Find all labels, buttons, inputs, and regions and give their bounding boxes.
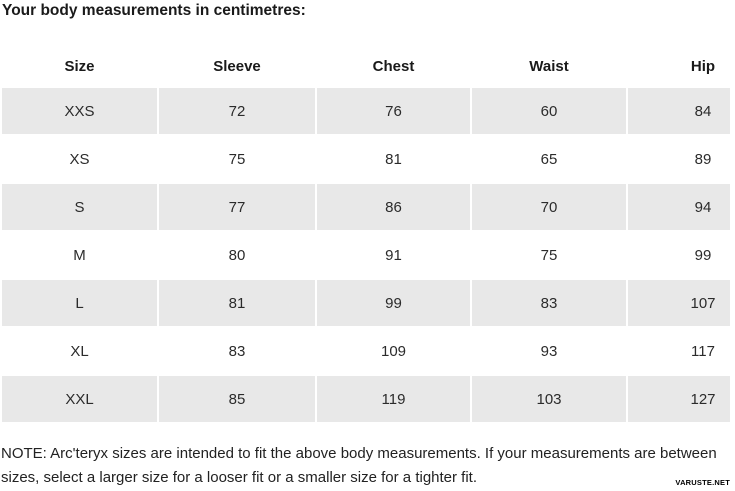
hip-cell: 117 — [691, 342, 715, 360]
size-cell: XXS — [2, 87, 157, 135]
table-row-xxl: XXL 85 119 103 127 — [2, 375, 730, 423]
waist-cell: 75 — [540, 246, 558, 264]
table-row-xxs: XXS 72 76 60 84 — [2, 87, 730, 135]
column-header-waist: Waist — [529, 57, 569, 75]
size-chart-table: Size Sleeve Chest Waist Hip XXS 72 76 60… — [2, 45, 730, 423]
waist-cell: 65 — [540, 150, 558, 168]
waist-cell: 93 — [540, 342, 558, 360]
sleeve-cell: 75 — [228, 150, 246, 168]
column-header-sleeve: Sleeve — [213, 57, 261, 75]
size-cell: XL — [70, 342, 89, 360]
chest-cell: 91 — [385, 246, 402, 264]
table-header-row: Size Sleeve Chest Waist Hip — [2, 45, 730, 87]
waist-cell: 83 — [472, 279, 626, 327]
chest-cell: 109 — [380, 342, 407, 360]
table-row-xs: XS 75 81 65 89 — [2, 135, 730, 183]
size-cell: XXL — [2, 375, 157, 423]
chest-cell: 86 — [317, 183, 470, 231]
column-header-size: Size — [64, 57, 95, 75]
size-cell: L — [2, 279, 157, 327]
hip-cell: 89 — [694, 150, 712, 168]
sleeve-cell: 72 — [159, 87, 315, 135]
page-title: Your body measurements in centimetres: — [2, 2, 306, 19]
size-cell: S — [2, 183, 157, 231]
table-row-s: S 77 86 70 94 — [2, 183, 730, 231]
hip-cell: 107 — [628, 279, 730, 327]
table-row-m: M 80 91 75 99 — [2, 231, 730, 279]
size-cell: M — [73, 246, 86, 264]
watermark-text: VARUSTE.NET — [675, 478, 730, 487]
note-text: NOTE: Arc'teryx sizes are intended to fi… — [1, 445, 717, 486]
size-cell: XS — [69, 150, 90, 168]
chest-cell: 119 — [317, 375, 470, 423]
sleeve-cell: 77 — [159, 183, 315, 231]
column-header-hip: Hip — [690, 57, 716, 75]
hip-cell: 99 — [694, 246, 712, 264]
sleeve-cell: 80 — [228, 246, 246, 264]
sleeve-cell: 81 — [159, 279, 315, 327]
chest-cell: 76 — [317, 87, 470, 135]
waist-cell: 60 — [472, 87, 626, 135]
hip-cell: 84 — [628, 87, 730, 135]
sleeve-cell: 83 — [228, 342, 246, 360]
chest-cell: 99 — [317, 279, 470, 327]
hip-cell: 94 — [628, 183, 730, 231]
hip-cell: 127 — [628, 375, 730, 423]
sleeve-cell: 85 — [159, 375, 315, 423]
chest-cell: 81 — [385, 150, 402, 168]
waist-cell: 103 — [472, 375, 626, 423]
table-row-xl: XL 83 109 93 117 — [2, 327, 730, 375]
waist-cell: 70 — [472, 183, 626, 231]
table-row-l: L 81 99 83 107 — [2, 279, 730, 327]
column-header-chest: Chest — [372, 57, 415, 75]
